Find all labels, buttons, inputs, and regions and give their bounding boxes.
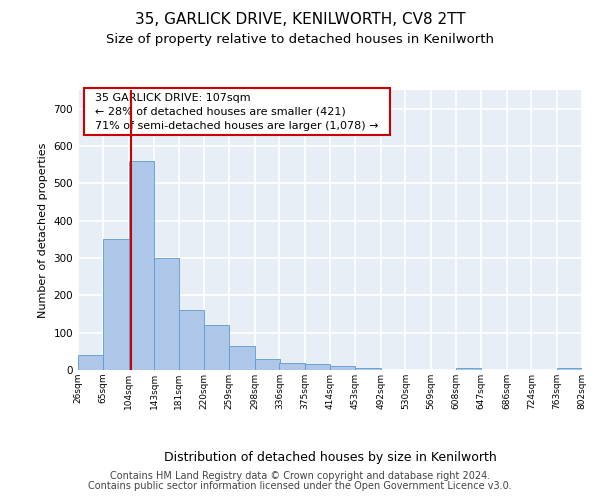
Y-axis label: Number of detached properties: Number of detached properties <box>38 142 48 318</box>
Bar <box>456 368 481 370</box>
Bar <box>204 325 229 370</box>
Bar <box>103 240 128 370</box>
Bar <box>254 359 280 370</box>
Text: Contains HM Land Registry data © Crown copyright and database right 2024.: Contains HM Land Registry data © Crown c… <box>110 471 490 481</box>
Bar <box>179 310 204 370</box>
Bar <box>280 362 305 370</box>
Text: 35 GARLICK DRIVE: 107sqm  
  ← 28% of detached houses are smaller (421)  
  71% : 35 GARLICK DRIVE: 107sqm ← 28% of detach… <box>88 93 386 131</box>
Bar <box>330 366 355 370</box>
Bar <box>305 364 330 370</box>
Text: Distribution of detached houses by size in Kenilworth: Distribution of detached houses by size … <box>164 451 496 464</box>
Text: Contains public sector information licensed under the Open Government Licence v3: Contains public sector information licen… <box>88 481 512 491</box>
Bar <box>154 258 179 370</box>
Text: Size of property relative to detached houses in Kenilworth: Size of property relative to detached ho… <box>106 32 494 46</box>
Text: 35, GARLICK DRIVE, KENILWORTH, CV8 2TT: 35, GARLICK DRIVE, KENILWORTH, CV8 2TT <box>134 12 466 28</box>
Bar <box>128 161 154 370</box>
Bar <box>355 368 380 370</box>
Bar <box>229 346 254 370</box>
Bar <box>78 355 103 370</box>
Bar <box>557 368 582 370</box>
